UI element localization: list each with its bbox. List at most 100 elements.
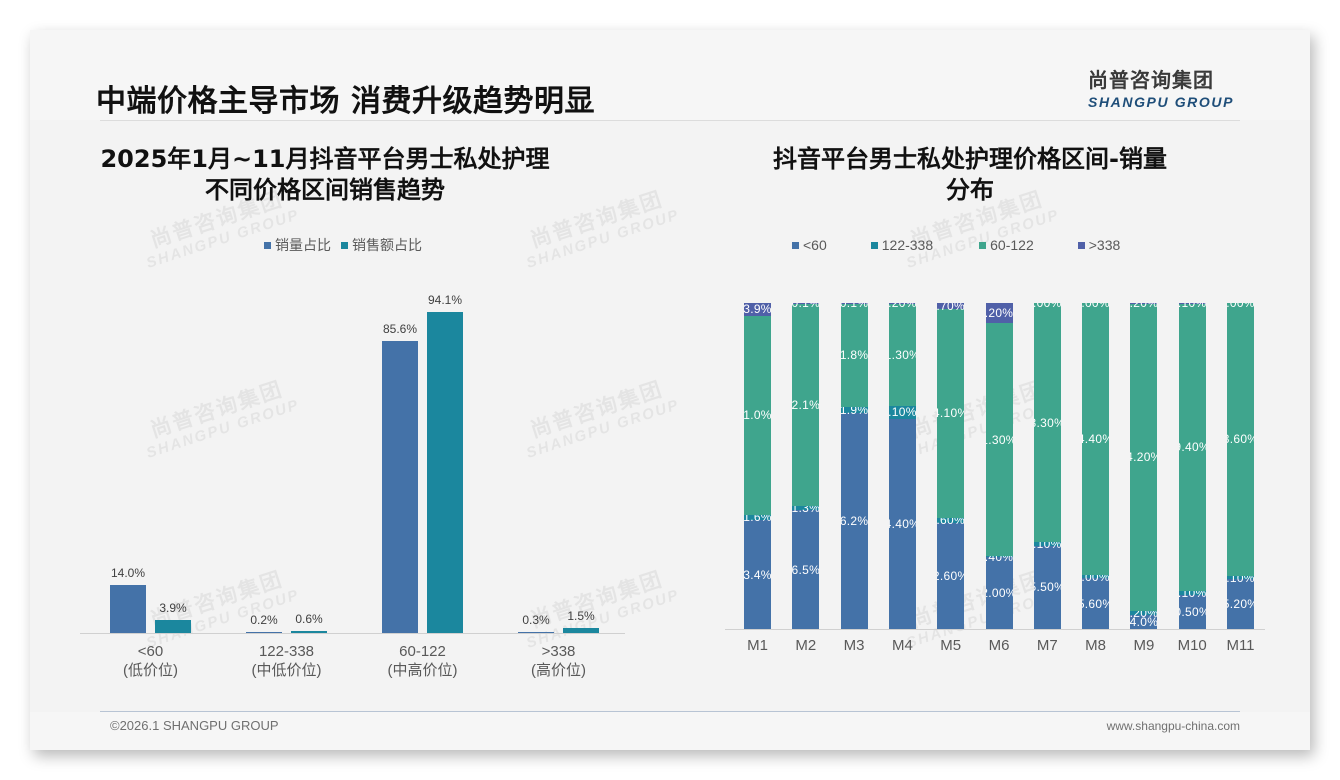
segment-data-label: .10% xyxy=(1178,303,1206,311)
bar-sales xyxy=(155,619,191,633)
bar-segment: 2.1% xyxy=(792,303,820,506)
category-label: 122-338 (中低价位) xyxy=(227,642,347,680)
bar-segment: 1.30% xyxy=(888,303,916,406)
bar-segment: 1.30% xyxy=(985,323,1013,556)
legend-swatch-icon xyxy=(870,241,878,249)
legend-swatch-icon xyxy=(979,241,987,249)
segment-data-label: .20% xyxy=(888,303,916,311)
category-tier: (中高价位) xyxy=(387,662,458,679)
month-label: M1 xyxy=(747,637,768,654)
category-label: >338 (高价位) xyxy=(499,642,619,680)
stacked-bar: 2.60% .60% 4.10% .70% xyxy=(937,303,965,629)
bar-sales xyxy=(563,627,599,633)
footer-website: www.shangpu-china.com xyxy=(1106,719,1240,733)
segment-data-label: 2.00% xyxy=(986,586,1013,601)
segment-data-label: 2.60% xyxy=(937,568,964,583)
legend-label: <60 xyxy=(803,237,827,253)
legend-swatch-icon xyxy=(1077,241,1085,249)
bar-segment: .70% xyxy=(937,303,965,313)
stacked-bar: 5.20% .10% 3.60% .00% xyxy=(1227,303,1254,629)
category-range: 122-338 xyxy=(258,643,315,660)
bar-segment: .10% xyxy=(1227,571,1254,585)
bar-segment: 4.10% xyxy=(937,308,965,518)
bar-segment: 3.60% xyxy=(1227,303,1254,576)
segment-data-label: 0.1% xyxy=(792,303,820,311)
stacked-bar: 6.5% 1.3% 2.1% 0.1% xyxy=(792,303,820,629)
segment-data-label: 3.4% xyxy=(744,567,771,582)
left-chart-title-line1: 2025年1月~11月抖音平台男士私处护理 xyxy=(100,145,550,173)
page-title: 中端价格主导市场 消费升级趋势明显 xyxy=(96,84,595,119)
segment-data-label: 4.40% xyxy=(1082,431,1109,446)
bar-segment: .10% xyxy=(1033,537,1061,551)
category-tier: (高价位) xyxy=(531,662,586,679)
segment-data-label: 9.40% xyxy=(1179,440,1206,455)
month-label: M5 xyxy=(940,637,962,654)
logo-text-en: SHANGPU GROUP xyxy=(1088,94,1235,110)
bar-segment: 5.60% xyxy=(1082,578,1110,629)
bar-data-label: 0.3% xyxy=(522,612,550,627)
month-label: M11 xyxy=(1226,637,1255,654)
segment-data-label: 1.8% xyxy=(840,348,868,363)
segment-data-label: 3.60% xyxy=(1227,432,1254,447)
legend-item-1: 122-338 xyxy=(870,237,933,253)
right-chart-title-line1: 抖音平台男士私处护理价格区间-销量 xyxy=(773,145,1167,173)
segment-data-label: 5.20% xyxy=(1227,597,1254,612)
stacked-bar: 4.0%.20%4.20%.20% xyxy=(1130,303,1158,629)
bar-segment: 1.9% xyxy=(840,403,868,417)
footer-divider xyxy=(100,711,1240,712)
bar-segment: 5.20% xyxy=(1227,579,1254,629)
bar-data-label: 0.2% xyxy=(250,613,278,627)
bar-segment: .60% xyxy=(937,513,965,527)
header-divider xyxy=(100,120,1240,121)
company-logo: 尚普咨询集团 SHANGPU GROUP xyxy=(1088,64,1238,110)
bar-segment: 3.9% xyxy=(744,303,771,316)
legend-label: 销量占比 xyxy=(275,237,331,253)
bar-segment: 5.50% xyxy=(1033,545,1061,629)
x-axis-line xyxy=(725,629,1265,630)
bar-segment: 3.30% xyxy=(1033,303,1061,543)
segment-data-label: 1.30% xyxy=(986,432,1013,447)
stacked-bar: 5.60% .00% 4.40% .00% xyxy=(1082,303,1110,629)
bar-volume xyxy=(246,632,282,633)
category-range: <60 xyxy=(137,643,164,660)
bar-segment: .20% xyxy=(985,303,1013,324)
legend-swatch-icon xyxy=(341,241,348,249)
bar-segment: 0.50% xyxy=(1178,594,1206,629)
bar-data-label: 94.1% xyxy=(427,293,463,308)
segment-data-label: 4.0% xyxy=(1130,614,1158,629)
bar-data-label: 0.6% xyxy=(295,611,323,626)
bar-segment: .20% xyxy=(888,303,916,310)
bar-segment: 4.40% xyxy=(888,419,916,629)
bar-segment: .20% xyxy=(1130,303,1158,310)
segment-data-label: 1.30% xyxy=(889,347,916,362)
legend-item-3: >338 xyxy=(1077,237,1120,253)
segment-data-label: 3.9% xyxy=(744,303,771,317)
x-axis-line xyxy=(80,633,625,634)
bar-segment: 1.8% xyxy=(840,303,868,408)
bar-segment: .10% xyxy=(888,405,916,420)
left-chart-title-line2: 不同价格区间销售趋势 xyxy=(205,176,445,204)
bar-segment: 1.0% xyxy=(744,315,771,515)
header-band xyxy=(30,30,1310,120)
bar-segment: 1.6% xyxy=(744,510,771,524)
left-chart-legend: 销量占比 销售额占比 xyxy=(264,235,422,255)
legend-item-0: <60 xyxy=(792,237,827,253)
segment-data-label: 4.40% xyxy=(889,517,916,532)
bar-data-label: 85.6% xyxy=(382,322,418,337)
segment-data-label: .00% xyxy=(1033,303,1061,311)
month-label: M7 xyxy=(1036,637,1058,654)
stacked-bar: 6.2% 1.9% 1.8% 0.1% xyxy=(840,303,868,629)
bar-segment: 2.60% xyxy=(937,522,965,629)
stacked-bar: 5.50% .10% 3.30% .00% xyxy=(1033,303,1061,629)
category-label: <60 (低价位) xyxy=(91,642,211,680)
legend-item-sales: 销售额占比 xyxy=(341,235,422,255)
footer-copyright: ©2026.1 SHANGPU GROUP xyxy=(110,718,279,733)
segment-data-label: .00% xyxy=(1082,303,1110,311)
slide: 中端价格主导市场 消费升级趋势明显 尚普咨询集团 SHANGPU GROUP 尚… xyxy=(30,30,1310,750)
segment-data-label: .10% xyxy=(888,405,916,420)
bar-segment: .20% xyxy=(1130,606,1158,620)
segment-data-label: .70% xyxy=(937,303,965,313)
bar-segment: 2.00% xyxy=(985,557,1013,629)
bar-data-label: 1.5% xyxy=(567,608,595,623)
bar-segment: 4.0% xyxy=(1130,614,1158,629)
